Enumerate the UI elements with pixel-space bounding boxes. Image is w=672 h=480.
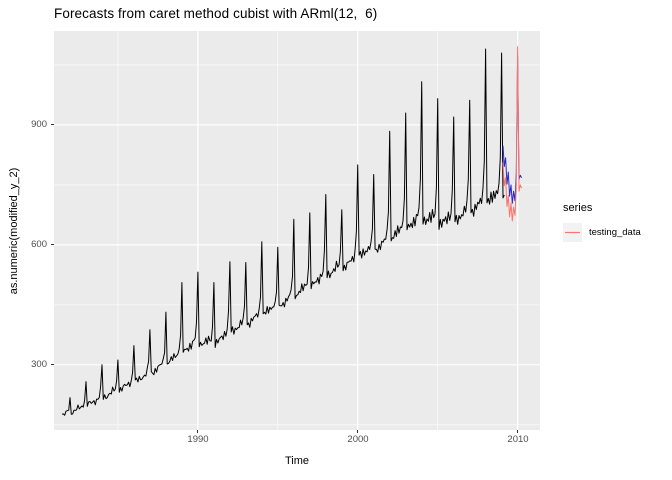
x-tick-label-2010: 2010: [507, 434, 529, 445]
panel-background: [54, 31, 540, 430]
x-axis-title: Time: [284, 455, 310, 467]
y-tick-mark: [51, 124, 54, 125]
legend-title: series: [563, 202, 593, 214]
y-tick-label-300: 300: [31, 359, 47, 370]
historical-data-series-line: [61, 48, 505, 416]
plot-panel: [54, 31, 540, 430]
y-tick-mark: [51, 364, 54, 365]
testing-data-series-line: [502, 46, 523, 222]
y-axis-title: as.numeric(modified_y_2): [8, 167, 20, 295]
x-tick-mark: [517, 430, 518, 433]
y-tick-label-900: 900: [31, 119, 47, 130]
y-tick-mark: [51, 244, 54, 245]
legend: series testing_data: [563, 202, 641, 242]
x-tick-mark: [357, 430, 358, 433]
x-tick-mark: [197, 430, 198, 433]
x-tick-label-1990: 1990: [187, 434, 209, 445]
legend-entry-label: testing_data: [589, 227, 641, 238]
legend-entry-testing-data: testing_data: [563, 223, 641, 242]
chart-title: Forecasts from caret method cubist with …: [54, 6, 378, 21]
x-tick-label-2000: 2000: [347, 434, 369, 445]
legend-key-line-icon: [563, 223, 582, 242]
y-tick-label-600: 600: [31, 239, 47, 250]
